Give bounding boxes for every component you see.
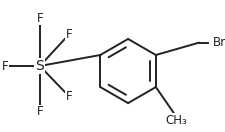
- Text: F: F: [65, 28, 72, 41]
- Text: F: F: [65, 90, 72, 103]
- Text: Br: Br: [212, 36, 225, 49]
- Text: F: F: [2, 60, 9, 72]
- Text: CH₃: CH₃: [165, 114, 187, 127]
- Text: S: S: [35, 59, 44, 73]
- Text: F: F: [36, 12, 43, 25]
- Text: F: F: [36, 105, 43, 118]
